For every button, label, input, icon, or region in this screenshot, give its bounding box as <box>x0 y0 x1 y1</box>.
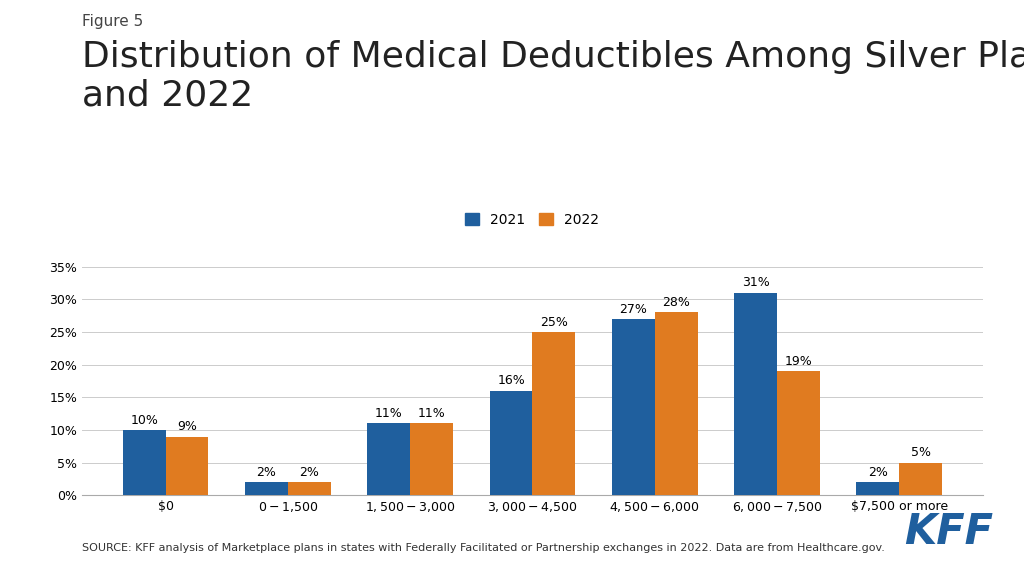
Bar <box>489 391 532 495</box>
Bar <box>166 437 209 495</box>
Text: 25%: 25% <box>540 316 568 329</box>
Bar <box>899 463 942 495</box>
Text: 2%: 2% <box>299 466 319 479</box>
Bar <box>411 423 453 495</box>
Text: 10%: 10% <box>130 414 159 427</box>
Bar <box>368 423 411 495</box>
Bar <box>734 293 777 495</box>
Bar <box>532 332 575 495</box>
Bar <box>612 319 654 495</box>
Text: Distribution of Medical Deductibles Among Silver Plans, 2021
and 2022: Distribution of Medical Deductibles Amon… <box>82 40 1024 112</box>
Bar <box>777 371 820 495</box>
Text: 2%: 2% <box>257 466 276 479</box>
Legend: 2021, 2022: 2021, 2022 <box>460 207 605 232</box>
Text: 11%: 11% <box>418 407 445 420</box>
Text: 28%: 28% <box>663 296 690 309</box>
Text: 9%: 9% <box>177 420 197 433</box>
Text: SOURCE: KFF analysis of Marketplace plans in states with Federally Facilitated o: SOURCE: KFF analysis of Marketplace plan… <box>82 543 885 553</box>
Text: KFF: KFF <box>904 511 993 553</box>
Bar <box>245 482 288 495</box>
Text: 16%: 16% <box>498 374 525 388</box>
Text: Figure 5: Figure 5 <box>82 14 143 29</box>
Bar <box>856 482 899 495</box>
Bar <box>654 312 697 495</box>
Text: 27%: 27% <box>620 302 647 316</box>
Bar <box>288 482 331 495</box>
Text: 19%: 19% <box>784 355 812 368</box>
Text: 11%: 11% <box>375 407 402 420</box>
Bar <box>123 430 166 495</box>
Text: 2%: 2% <box>868 466 888 479</box>
Text: 5%: 5% <box>910 446 931 460</box>
Text: 31%: 31% <box>741 276 769 289</box>
